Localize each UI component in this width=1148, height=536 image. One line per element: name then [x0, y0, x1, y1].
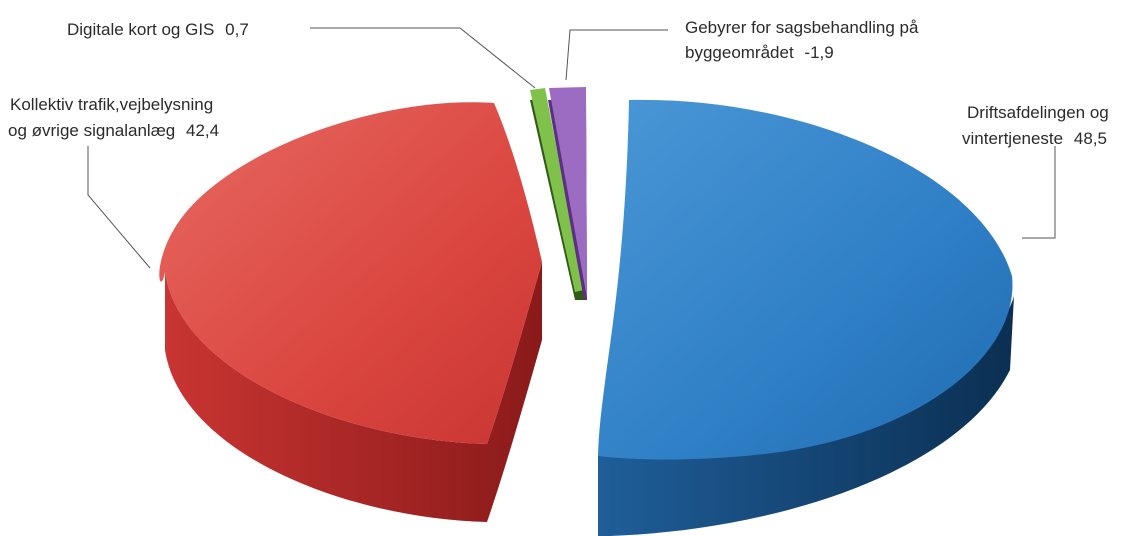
value-text: -1,9 — [804, 43, 833, 62]
value-text: 48,5 — [1074, 129, 1107, 148]
label-line-2: og øvrige signalanlæg — [8, 121, 175, 140]
value-text: 0,7 — [225, 20, 249, 39]
label-line-1: Kollektiv trafik,vejbelysning — [10, 95, 213, 114]
pie-slice-driftsafdelingen — [598, 99, 1013, 460]
value-text: 42,4 — [186, 121, 219, 140]
label-line-2: vintertjeneste — [962, 129, 1063, 148]
leader-line-kollektiv — [87, 146, 151, 269]
slice-label-kollektiv-line2: og øvrige signalanlæg 42,4 — [8, 121, 219, 140]
slice-label-driftsafdelingen: Driftsafdelingen og — [967, 103, 1109, 122]
leader-line-gebyrer — [565, 29, 668, 81]
slice-label-gebyrer-line2: byggeområdet -1,9 — [685, 43, 834, 62]
label-text: Digitale kort og GIS — [67, 20, 214, 39]
slice-label-gebyrer: Gebyrer for sagsbehandling på — [685, 18, 919, 37]
leader-line-driftsafdelingen — [1022, 146, 1056, 239]
label-line-1: Gebyrer for sagsbehandling på — [685, 18, 919, 37]
label-line-1: Driftsafdelingen og — [967, 103, 1109, 122]
pie-slice-kollektiv — [159, 102, 542, 444]
pie-slice-digitale-kort — [530, 88, 584, 292]
pie-slice-kollektiv-side — [165, 262, 542, 522]
slice-label-digitale-kort: Digitale kort og GIS 0,7 — [67, 20, 249, 39]
leader-line-digitale-kort — [310, 27, 536, 89]
slice-label-kollektiv: Kollektiv trafik,vejbelysning — [10, 95, 213, 114]
pie-slice-gebyrer — [549, 87, 587, 298]
pie-slice-driftsafdelingen-side — [598, 296, 1014, 536]
label-line-2: byggeområdet — [685, 43, 794, 62]
slice-label-driftsafdelingen-line2: vintertjeneste 48,5 — [962, 129, 1107, 148]
